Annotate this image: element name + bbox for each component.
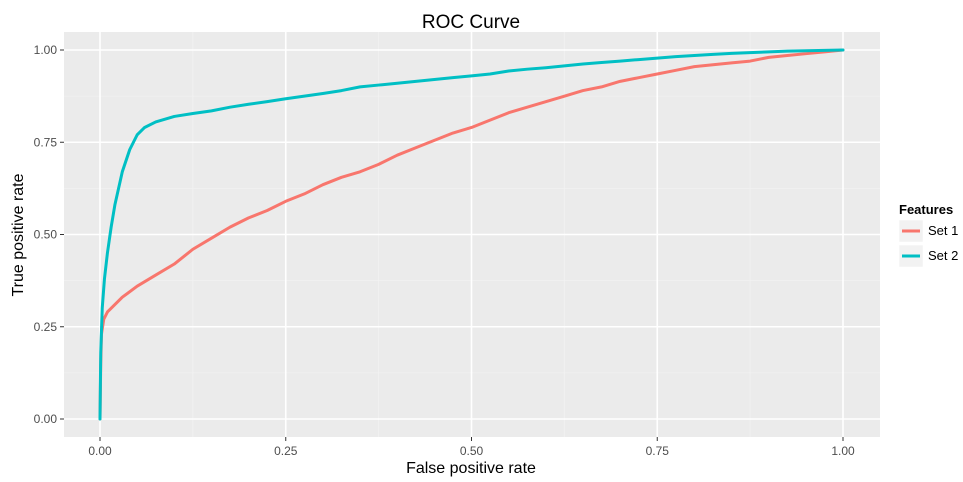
x-tick-label: 0.00 [88, 444, 112, 458]
y-tick-label: 0.25 [34, 320, 58, 334]
major-gridlines [64, 32, 880, 437]
y-axis-ticks: 0.00 0.25 0.50 0.75 1.00 [34, 43, 64, 426]
legend: Features Set 1 Set 2 [898, 202, 958, 268]
legend-items: Set 1 Set 2 [898, 219, 958, 268]
legend-label-set-2: Set 2 [928, 248, 958, 263]
series-line-set-2 [98, 48, 845, 421]
legend-label-set-1: Set 1 [928, 223, 958, 238]
y-tick-label: 0.75 [34, 135, 58, 149]
x-tick-label: 0.50 [460, 444, 484, 458]
y-axis-title: True positive rate [10, 173, 27, 296]
y-tick-label: 0.50 [34, 228, 58, 242]
y-tick-label: 0.00 [34, 412, 58, 426]
x-axis-title: False positive rate [406, 460, 536, 477]
x-tick-label: 1.00 [831, 444, 855, 458]
y-tick-label: 1.00 [34, 43, 58, 57]
series-line-set-1 [98, 48, 845, 421]
chart-title: ROC Curve [422, 12, 520, 33]
series-layer [98, 48, 845, 421]
x-tick-label: 0.25 [274, 444, 298, 458]
x-tick-label: 0.75 [646, 444, 670, 458]
x-axis-ticks: 0.00 0.25 0.50 0.75 1.00 [88, 437, 855, 458]
legend-title: Features [899, 202, 953, 217]
